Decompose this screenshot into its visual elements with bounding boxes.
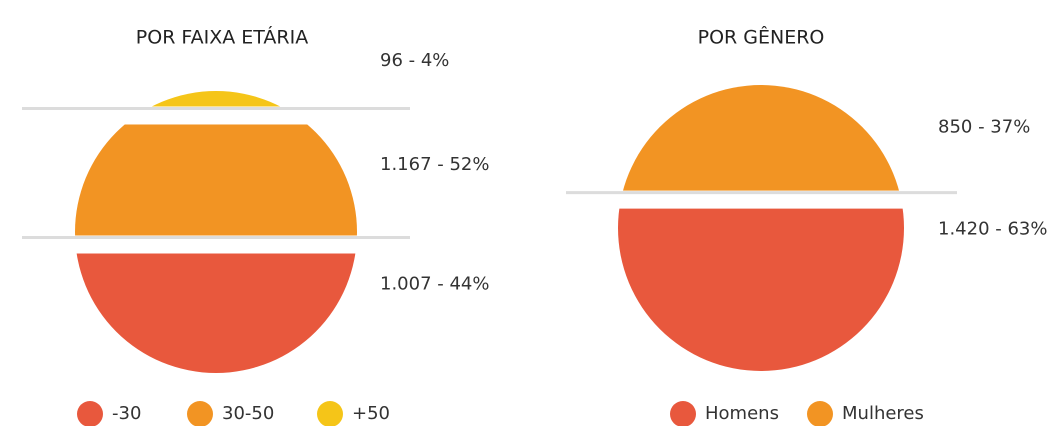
gap <box>613 190 909 209</box>
legend-label: +50 <box>352 403 390 424</box>
legend-swatch <box>77 401 103 426</box>
legend-label: -30 <box>112 403 141 424</box>
value-label: 1.007 - 44% <box>380 274 489 295</box>
value-label: 96 - 4% <box>380 50 449 71</box>
legend-label: Homens <box>705 403 779 424</box>
legend-swatch <box>187 401 213 426</box>
slice <box>620 85 902 200</box>
slice <box>618 199 904 371</box>
legend-label: Mulheres <box>842 403 924 424</box>
slice <box>75 115 357 245</box>
chart-title: POR GÊNERO <box>698 26 825 49</box>
legend-swatch <box>670 401 696 426</box>
chart-title: POR FAIXA ETÁRIA <box>136 26 308 49</box>
legend-label: 30-50 <box>222 403 274 424</box>
value-label: 1.420 - 63% <box>938 219 1047 240</box>
legend-swatch <box>807 401 833 426</box>
gap <box>70 106 362 125</box>
slice <box>75 244 357 373</box>
legend-swatch <box>317 401 343 426</box>
gap <box>70 235 362 254</box>
value-label: 1.167 - 52% <box>380 154 489 175</box>
value-label: 850 - 37% <box>938 116 1030 137</box>
